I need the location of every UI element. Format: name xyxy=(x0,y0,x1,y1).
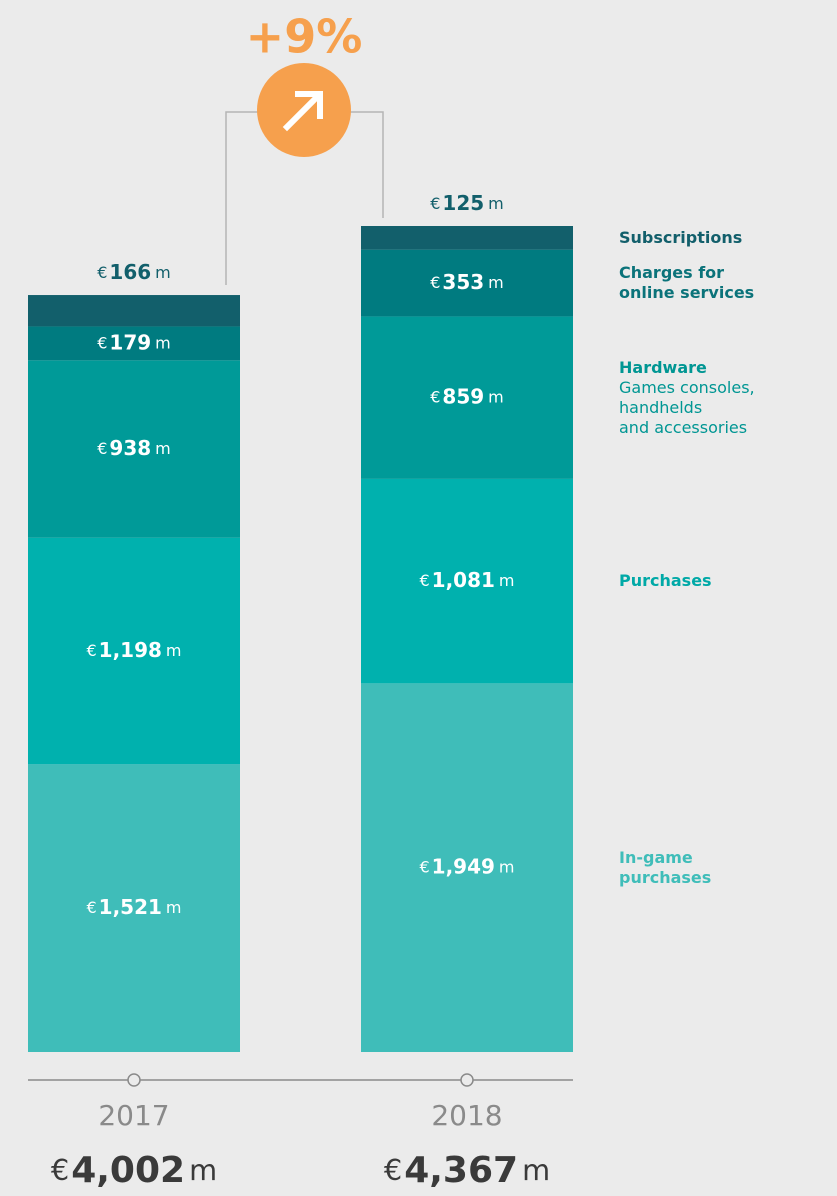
arrow-icon xyxy=(282,91,323,132)
unit: m xyxy=(189,1153,217,1187)
currency: € xyxy=(419,857,429,876)
value: 859 xyxy=(442,384,484,408)
bar-segment xyxy=(361,683,573,1052)
legend-label: Hardware xyxy=(619,357,707,377)
total-label: €4,002 m xyxy=(51,1150,217,1191)
unit: m xyxy=(155,333,171,352)
value: 125 xyxy=(442,191,484,215)
currency: € xyxy=(97,333,107,352)
legend-label: Subscriptions xyxy=(619,227,743,247)
bar-segment xyxy=(28,326,240,361)
unit: m xyxy=(499,857,515,876)
data-label: €179 m xyxy=(97,330,171,354)
value: 166 xyxy=(109,260,151,284)
bar-segment xyxy=(361,316,573,479)
connector xyxy=(350,111,384,218)
unit: m xyxy=(488,387,504,406)
legend-label: Purchases xyxy=(619,571,712,591)
unit: m xyxy=(522,1153,550,1187)
currency: € xyxy=(430,273,440,292)
bar-segment xyxy=(361,478,573,684)
legend-label: Charges for online services xyxy=(619,263,755,303)
data-label: €1,198 m xyxy=(86,638,181,662)
value: 1,198 xyxy=(99,638,162,662)
currency: € xyxy=(97,263,107,282)
x-tick-label: 2017 xyxy=(98,1099,169,1132)
data-label: €859 m xyxy=(430,384,504,408)
bar-segment xyxy=(28,360,240,538)
unit: m xyxy=(155,263,171,282)
currency: € xyxy=(430,387,440,406)
bar-segment xyxy=(28,295,240,327)
value: 353 xyxy=(442,270,484,294)
value: 4,367 xyxy=(404,1150,518,1191)
legend-entry: Charges for online services xyxy=(619,263,779,303)
legend-entry: In-game purchases xyxy=(619,848,779,888)
currency: € xyxy=(419,571,429,590)
unit: m xyxy=(488,273,504,292)
legend-description: handhelds xyxy=(619,397,703,417)
data-label: €1,081 m xyxy=(419,568,514,592)
total-label: €4,367 m xyxy=(384,1150,550,1191)
unit: m xyxy=(166,898,182,917)
unit: m xyxy=(155,439,171,458)
timeline-dot xyxy=(460,1073,474,1087)
value: 179 xyxy=(109,330,151,354)
data-label: €938 m xyxy=(97,436,171,460)
data-label: €1,521 m xyxy=(86,895,181,919)
legend-label: In-game purchases xyxy=(619,847,712,887)
currency: € xyxy=(97,439,107,458)
legend-entry: Subscriptions xyxy=(619,228,779,248)
unit: m xyxy=(488,194,504,213)
value: 1,521 xyxy=(99,895,162,919)
value: 4,002 xyxy=(71,1150,185,1191)
currency: € xyxy=(86,898,96,917)
bar-segment xyxy=(28,764,240,1052)
change-label: +9% xyxy=(246,10,363,64)
bar-segment xyxy=(361,249,573,317)
bar-segment xyxy=(361,226,573,250)
currency: € xyxy=(384,1153,402,1187)
unit: m xyxy=(499,571,515,590)
legend-entry: Purchases xyxy=(619,571,779,591)
connector xyxy=(225,111,258,285)
value: 938 xyxy=(109,436,151,460)
timeline-dot xyxy=(127,1073,141,1087)
x-tick-label: 2018 xyxy=(431,1099,502,1132)
legend-description: and accessories xyxy=(619,417,748,437)
bar-segment xyxy=(28,537,240,765)
data-label: €353 m xyxy=(430,270,504,294)
currency: € xyxy=(86,641,96,660)
value: 1,081 xyxy=(432,568,495,592)
value: 1,949 xyxy=(432,854,495,878)
legend-entry: Hardware Games consoles, handhelds and acce… xyxy=(619,358,779,438)
data-label: €1,949 m xyxy=(419,854,514,878)
unit: m xyxy=(166,641,182,660)
currency: € xyxy=(51,1153,69,1187)
currency: € xyxy=(430,194,440,213)
legend-description: Games consoles, xyxy=(619,377,755,397)
data-label: €166 m xyxy=(97,260,171,284)
data-label: €125 m xyxy=(430,191,504,215)
